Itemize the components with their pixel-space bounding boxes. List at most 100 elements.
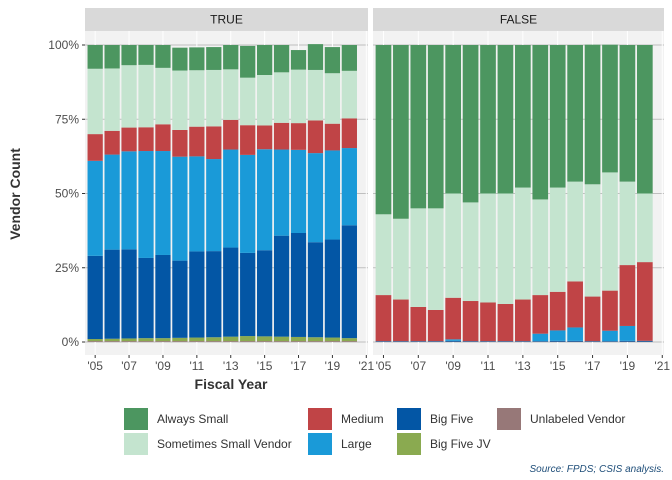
bar-segment-big-five-2005 — [87, 255, 103, 340]
bar-segment-sometimes-small-vendor-2012 — [206, 69, 222, 127]
bar-segment-always-small-2013 — [515, 45, 531, 188]
facet-strip — [85, 8, 368, 31]
bar-segment-sometimes-small-vendor-2015 — [549, 187, 566, 292]
bar-segment-big-five-2018 — [602, 341, 618, 342]
bar-segment-sometimes-small-vendor-2008 — [138, 64, 154, 128]
bar-segment-sometimes-small-vendor-2016 — [273, 72, 290, 123]
bar-segment-medium-2014 — [532, 295, 549, 334]
bar-segment-large-2013 — [223, 149, 239, 248]
bar-segment-unlabeled-vendor-2007 — [121, 341, 137, 342]
bar-segment-always-small-2013 — [223, 45, 239, 70]
bar-segment-always-small-2005 — [87, 45, 103, 69]
bar-segment-large-2014 — [240, 154, 256, 253]
bar-segment-always-small-2012 — [206, 47, 222, 70]
bar-segment-big-five-2012 — [497, 341, 514, 342]
bar-segment-unlabeled-vendor-2010 — [172, 341, 188, 342]
bar-segment-medium-2013 — [223, 119, 239, 150]
bar-segment-always-small-2011 — [189, 47, 205, 71]
bar-segment-always-small-2010 — [462, 45, 479, 203]
bar-segment-always-small-2016 — [273, 45, 290, 73]
legend: Always Small Sometimes Small Vendor Medium… — [124, 408, 625, 455]
y-axis-title-group: Vendor Count — [7, 148, 23, 240]
bar-segment-sometimes-small-vendor-2009 — [445, 193, 461, 298]
x-tick-label: '09 — [155, 359, 171, 373]
legend-swatch — [124, 408, 148, 430]
bar-segment-big-five-2009 — [445, 340, 461, 342]
bar-segment-medium-2010 — [462, 301, 479, 342]
bar-segment-always-small-2010 — [172, 47, 188, 71]
bar-segment-medium-2019 — [619, 265, 636, 326]
bar-segment-large-2014 — [532, 333, 549, 342]
bar-segment-big-five-2015 — [549, 340, 566, 342]
legend-item-large: Large — [308, 433, 372, 455]
bar-segment-medium-2018 — [602, 290, 618, 331]
facet-strip-label: FALSE — [500, 13, 537, 27]
bar-segment-unlabeled-vendor-2012 — [206, 341, 222, 342]
bar-segment-big-five-2020 — [636, 340, 653, 342]
bar-segment-sometimes-small-vendor-2017 — [290, 69, 307, 124]
legend-item-medium: Medium — [308, 408, 384, 430]
bar-segment-always-small-2009 — [155, 45, 171, 68]
bar-segment-sometimes-small-vendor-2018 — [307, 69, 324, 121]
bar-segment-medium-2020 — [341, 118, 357, 149]
bar-segment-unlabeled-vendor-2016 — [273, 341, 290, 342]
x-axis-title: Fiscal Year — [195, 376, 268, 392]
legend-label: Big Five — [430, 412, 474, 426]
x-tick-label: '13 — [223, 359, 239, 373]
bar-segment-medium-2009 — [155, 124, 171, 152]
bar-segment-always-small-2005 — [375, 45, 392, 215]
bar-segment-always-small-2020 — [341, 45, 357, 71]
bar-segment-sometimes-small-vendor-2008 — [427, 208, 444, 310]
legend-swatch — [308, 408, 332, 430]
bar-segment-large-2015 — [549, 330, 566, 341]
bar-segment-large-2016 — [273, 149, 290, 236]
bar-segment-sometimes-small-vendor-2013 — [515, 187, 531, 300]
bar-segment-big-five-jv-2013 — [223, 336, 239, 342]
x-tick-label: '21 — [358, 359, 374, 373]
bar-segment-big-five-2019 — [619, 340, 636, 342]
bar-segment-always-small-2009 — [445, 45, 461, 194]
bar-segment-large-2008 — [138, 151, 154, 258]
y-axis-title: Vendor Count — [7, 148, 23, 240]
legend-label: Unlabeled Vendor — [530, 412, 625, 426]
bar-segment-large-2006 — [104, 154, 120, 250]
bar-segment-big-five-jv-2011 — [189, 337, 205, 342]
legend-item-sometimes-small-vendor: Sometimes Small Vendor — [124, 433, 292, 455]
bar-segment-big-five-2010 — [462, 341, 479, 342]
bar-segment-big-five-2006 — [393, 341, 409, 342]
bar-segment-sometimes-small-vendor-2017 — [584, 184, 601, 297]
bar-segment-unlabeled-vendor-2017 — [290, 341, 307, 342]
bar-segment-medium-2015 — [549, 291, 566, 331]
bar-segment-always-small-2008 — [427, 45, 444, 209]
legend-swatch — [497, 408, 521, 430]
bar-segment-sometimes-small-vendor-2012 — [497, 193, 514, 304]
bar-segment-always-small-2007 — [410, 45, 427, 209]
bar-segment-unlabeled-vendor-2013 — [223, 341, 239, 342]
bar-segment-medium-2006 — [104, 130, 120, 155]
x-tick-label: '07 — [121, 359, 137, 373]
facet-panel-false: FALSE '05 '07 '09 '11 '13 '15 '17 '19 '21 — [373, 8, 670, 373]
legend-label: Big Five JV — [430, 437, 491, 451]
bar-segment-large-2009 — [155, 151, 171, 255]
bar-segment-unlabeled-vendor-2006 — [104, 341, 120, 342]
bar-segment-large-2018 — [307, 153, 324, 243]
bar-segment-large-2012 — [206, 159, 222, 252]
facet-panel-true: TRUE '05 '07 '09 '11 '13 '15 '17 '19 '21 0% 25% 50% 7… — [48, 8, 374, 373]
bar-segment-big-five-2014 — [532, 341, 549, 342]
bar-segment-medium-2017 — [584, 296, 601, 342]
bar-segment-big-five-2011 — [189, 251, 205, 338]
y-tick-label: 75% — [55, 112, 79, 126]
bar-segment-medium-2006 — [393, 299, 409, 342]
bar-segment-big-five-2017 — [290, 233, 307, 337]
bar-segment-big-five-jv-2019 — [324, 337, 341, 342]
bar-segment-medium-2008 — [427, 309, 444, 342]
bar-segment-big-five-2019 — [324, 239, 341, 338]
bar-segment-sometimes-small-vendor-2010 — [462, 202, 479, 302]
bar-segment-medium-2009 — [445, 297, 461, 340]
bar-segment-always-small-2018 — [307, 44, 324, 70]
x-tick-label: '11 — [189, 359, 204, 373]
bar-segment-big-five-2009 — [155, 254, 171, 339]
x-tick-label: '13 — [515, 359, 531, 373]
bar-segment-unlabeled-vendor-2014 — [240, 341, 256, 342]
bar-segment-medium-2018 — [307, 120, 324, 154]
